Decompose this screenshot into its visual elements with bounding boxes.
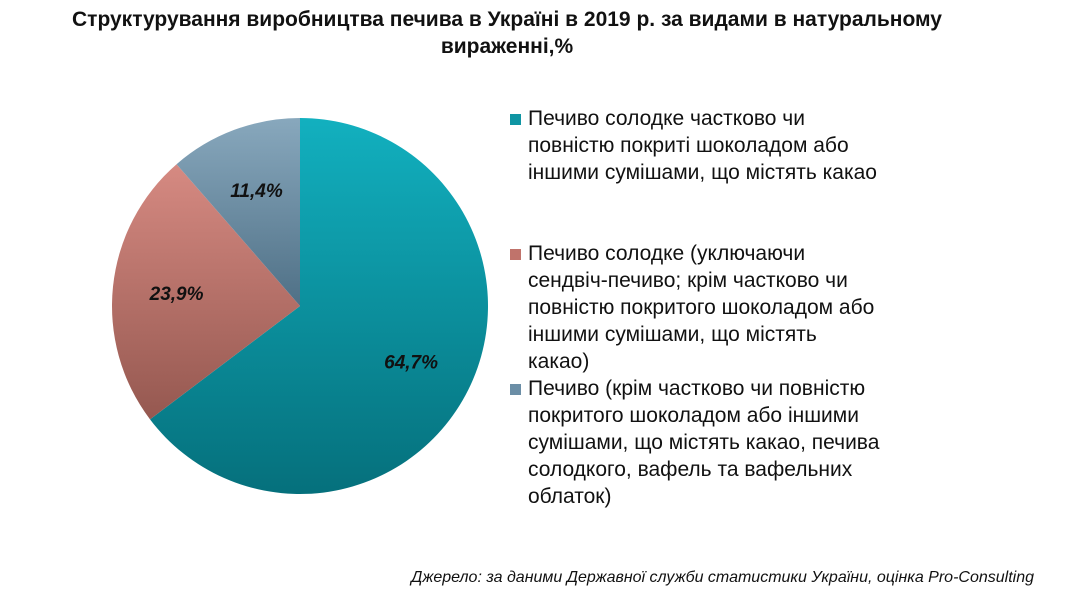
chart-title-line-2: вираженні,% [440, 35, 574, 58]
legend-label-2-line-5: какао) [528, 350, 590, 373]
legend-item-1: Печиво солодке частково чи повністю покр… [510, 105, 930, 186]
chart-title-line-1: Структурування виробництва печива в Укра… [72, 8, 942, 31]
legend-label-1-line-2: повністю покриті шоколадом або [528, 134, 849, 157]
pie-data-label-3: 11,4% [230, 181, 283, 202]
pie-slice-3 [176, 118, 300, 306]
legend-label-1-line-3: іншими сумішами, що містять какао [528, 161, 877, 184]
legend-label-3-line-5: облаток) [528, 485, 612, 508]
legend-label-3: Печиво (крім частково чи повністю покрит… [528, 375, 879, 510]
legend-swatch-3 [510, 384, 521, 395]
legend-label-2-line-1: Печиво солодке (уключаючи [528, 242, 806, 265]
legend-swatch-2 [510, 249, 521, 260]
pie-slice-2 [111, 164, 300, 420]
legend-label-3-line-2: покритого шоколадом або іншими [528, 404, 859, 427]
pie-slice-1 [150, 118, 488, 495]
legend-label-1: Печиво солодке частково чи повністю покр… [528, 105, 877, 186]
legend-item-2: Печиво солодке (уключаючи сендвіч-печиво… [510, 240, 930, 375]
chart-title: Структурування виробництва печива в Укра… [0, 6, 1014, 60]
pie-data-labels: 64,7% 23,9% 11,4% [149, 181, 438, 373]
pie-slices [111, 118, 488, 495]
legend-label-3-line-1: Печиво (крім частково чи повністю [528, 377, 866, 400]
legend-label-2: Печиво солодке (уключаючи сендвіч-печиво… [528, 240, 874, 375]
legend-label-3-line-3: сумішами, що містять какао, печива [528, 431, 880, 454]
legend-label-2-line-3: повністю покритого шоколадом або [528, 296, 875, 319]
legend-label-2-line-4: іншими сумішами, що містять [528, 323, 817, 346]
pie-data-label-1: 64,7% [384, 352, 438, 373]
legend-swatch-1 [510, 114, 521, 125]
pie-data-label-2: 23,9% [149, 284, 204, 305]
source-note: Джерело: за даними Державної служби стат… [411, 569, 1034, 586]
legend-label-1-line-1: Печиво солодке частково чи [528, 107, 805, 130]
legend-label-2-line-2: сендвіч-печиво; крім частково чи [528, 269, 848, 292]
legend-label-3-line-4: солодкого, вафель та вафельних [528, 458, 853, 481]
legend-item-3: Печиво (крім частково чи повністю покрит… [510, 375, 930, 510]
